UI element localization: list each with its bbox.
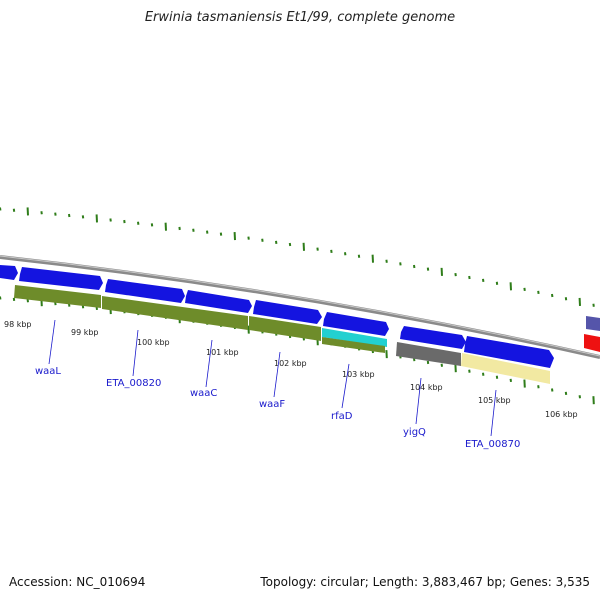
gene-arrow[interactable] [253,300,322,324]
accession-text: Accession: NC_010694 [9,575,146,589]
gene-arrow[interactable] [0,265,18,280]
gene-label-eta-00820[interactable]: ETA_00820 [106,378,161,389]
feature-bar-green[interactable] [14,285,101,308]
genome-title: Erwinia tasmaniensis Et1/99, complete ge… [144,10,456,25]
gene-arrow[interactable] [464,336,554,368]
topology-text: Topology: circular; Length: 3,883,467 bp… [260,575,590,589]
feature-bar-green[interactable] [249,316,321,341]
feature-bar-cyan[interactable] [322,328,387,347]
gene-label-eta-00870[interactable]: ETA_00870 [465,439,520,450]
feature-bar-green[interactable] [322,337,385,353]
kbp-label: 103 kbp [342,370,375,379]
gene-label-yigQ[interactable]: yigQ [403,427,426,438]
kbp-label: 104 kbp [410,383,443,392]
feature-bar-red[interactable] [584,334,600,352]
kbp-label: 98 kbp [4,320,32,329]
kbp-label: 102 kbp [274,359,307,368]
gene-label-rfaD[interactable]: rfaD [331,411,353,422]
gene-label-waaF[interactable]: waaF [259,399,285,410]
kbp-label: 99 kbp [71,328,99,337]
kbp-label: 100 kbp [137,338,170,347]
gene-arrow[interactable] [323,312,389,336]
gene-leader-lines [48,319,497,437]
feature-bar-green[interactable] [102,296,248,330]
feature-bar-slate[interactable] [586,316,600,331]
kbp-label: 101 kbp [206,348,239,357]
gene-arrow[interactable] [105,279,185,303]
backbone-highlight [0,255,600,357]
gene-label-waaL[interactable]: waaL [35,366,61,377]
gene-arrow[interactable] [19,267,103,290]
backbone [0,255,600,359]
gene-arrow[interactable] [400,326,466,349]
gene-label-waaC[interactable]: waaC [190,388,217,399]
gene-arrow[interactable] [185,290,252,313]
kbp-scale: 98 kbp 99 kbp 100 kbp 101 kbp 102 kbp 10… [4,320,578,419]
outer-tick-ring [0,207,595,307]
kbp-label: 105 kbp [478,396,511,405]
kbp-label: 106 kbp [545,410,578,419]
feature-bar-yellow[interactable] [461,353,550,384]
feature-bar-gray[interactable] [396,342,461,366]
